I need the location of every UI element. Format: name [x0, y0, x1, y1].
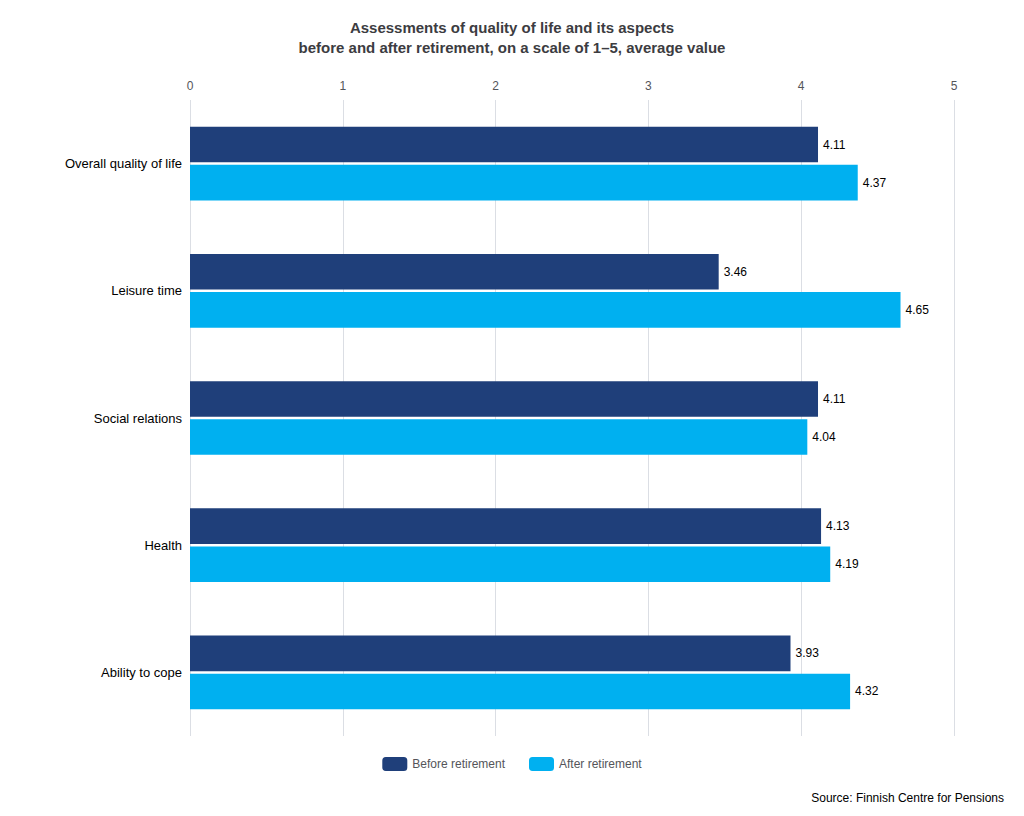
svg-text:3.46: 3.46: [724, 265, 748, 279]
svg-text:1: 1: [339, 79, 346, 93]
svg-text:4.37: 4.37: [863, 176, 887, 190]
svg-text:4.65: 4.65: [906, 303, 930, 317]
svg-text:Source: Finnish Centre for Pen: Source: Finnish Centre for Pensions: [811, 791, 1004, 805]
svg-text:3.93: 3.93: [796, 646, 820, 660]
svg-text:4.32: 4.32: [855, 684, 879, 698]
svg-text:Before retirement: Before retirement: [412, 757, 505, 771]
svg-text:0: 0: [187, 79, 194, 93]
svg-text:Overall quality of life: Overall quality of life: [65, 156, 182, 171]
svg-text:4.19: 4.19: [835, 557, 859, 571]
svg-text:Assessments of quality of life: Assessments of quality of life and its a…: [350, 19, 674, 36]
svg-text:before and after retirement, o: before and after retirement, on a scale …: [299, 39, 726, 56]
svg-text:4: 4: [798, 79, 805, 93]
svg-text:4.11: 4.11: [823, 138, 846, 152]
svg-text:3: 3: [645, 79, 652, 93]
svg-text:2: 2: [492, 79, 499, 93]
svg-text:4.13: 4.13: [826, 519, 850, 533]
svg-text:4.04: 4.04: [812, 430, 836, 444]
svg-text:Leisure time: Leisure time: [111, 283, 182, 298]
svg-text:Ability to cope: Ability to cope: [101, 665, 182, 680]
svg-text:After retirement: After retirement: [559, 757, 642, 771]
svg-text:Health: Health: [144, 538, 182, 553]
svg-text:Social relations: Social relations: [94, 411, 183, 426]
svg-text:5: 5: [951, 79, 958, 93]
svg-text:4.11: 4.11: [823, 392, 846, 406]
